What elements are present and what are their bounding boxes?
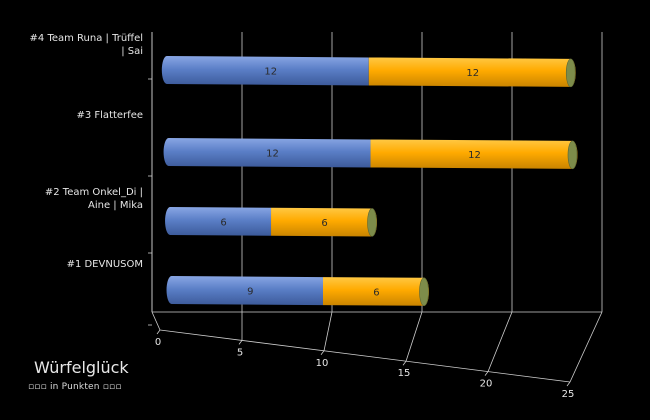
category-label: #1 DEVNUSOM: [67, 259, 143, 270]
bar-segment-series-1: [161, 56, 369, 86]
bar-value-label: 12: [266, 149, 279, 160]
category-label: #2 Team Onkel_Di | Aine | Mika: [45, 187, 143, 211]
bar-segment-series-1: [163, 138, 371, 168]
gridline-floor-15: [405, 311, 423, 362]
x-tick-5: [238, 340, 243, 345]
bar-segment-series-1: [165, 207, 272, 236]
bar-segment-series-2: [370, 139, 578, 169]
x-tick-label: 25: [562, 389, 575, 400]
bar-end-cap: [565, 58, 576, 88]
bar-value-label: 12: [466, 68, 479, 79]
x-tick-25: [566, 381, 571, 387]
chart-title: Würfelglück: [34, 358, 129, 377]
bar-end-cap: [419, 277, 429, 307]
bar-end-cap: [367, 208, 377, 237]
gridline-floor-10: [323, 311, 333, 351]
x-tick-label: 0: [155, 337, 161, 348]
bar-end-cap: [567, 140, 578, 170]
x-tick-0: [156, 329, 161, 335]
bar-group: [165, 207, 378, 237]
chart-subtitle: ▫▫▫ in Punkten ▫▫▫: [28, 382, 122, 392]
bar-segment-series-2: [368, 57, 576, 87]
x-tick-10: [320, 350, 325, 356]
bar-value-label: 9: [247, 287, 253, 298]
gridline-floor-0: [151, 311, 161, 331]
bar-value-label: 6: [220, 217, 226, 228]
bar-group: [163, 138, 578, 170]
x-tick-label: 15: [398, 368, 411, 379]
bar-value-label: 6: [321, 218, 327, 229]
chart-bars: [161, 56, 578, 307]
bar-value-label: 12: [468, 150, 481, 161]
chart-axes: [148, 32, 602, 387]
bar-group: [166, 276, 429, 307]
gridline-floor-25: [569, 311, 603, 383]
bar-segment-series-1: [166, 276, 323, 306]
chart-labels: 0 5 10 15 20 25 9 6 6 6 12 12 12 12 #1 DEVNUSOM #2 Team…: [30, 33, 575, 400]
bar-group: [161, 56, 576, 88]
gridline-floor-20: [487, 311, 513, 372]
category-label: #4 Team Runa | Trüffel | Sai: [30, 33, 143, 57]
x-tick-label: 5: [237, 347, 243, 358]
bar-segment-series-2: [271, 207, 378, 237]
x-tick-label: 10: [316, 358, 329, 369]
x-tick-20: [484, 371, 489, 376]
x-axis-line: [159, 329, 571, 383]
bar-value-label: 6: [373, 287, 379, 298]
bar-value-label: 12: [264, 67, 277, 78]
x-tick-label: 20: [480, 379, 493, 390]
x-tick-15: [402, 360, 407, 366]
bar-segment-series-2: [322, 277, 429, 306]
category-label: #3 Flatterfee: [76, 110, 143, 121]
